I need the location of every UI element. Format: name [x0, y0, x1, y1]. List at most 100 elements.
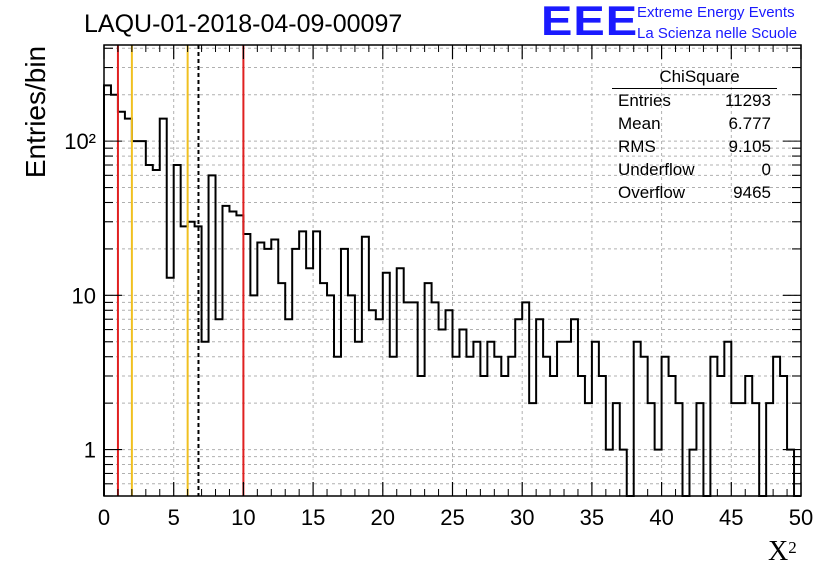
histogram-bin — [662, 357, 669, 496]
histogram-bin — [383, 273, 390, 496]
stats-label: Entries — [618, 91, 671, 110]
histogram-bin — [348, 295, 355, 496]
stats-value: 0 — [761, 160, 771, 179]
histogram-bin — [139, 141, 146, 496]
histogram-bin — [118, 112, 125, 496]
chart-title: LAQU-01-2018-04-09-00097 — [84, 10, 403, 38]
histogram-bin — [571, 319, 578, 496]
histogram-outline — [103, 84, 801, 497]
histogram-bin — [515, 319, 522, 496]
x-tick-label: 50 — [789, 505, 813, 530]
histogram-bin — [641, 357, 648, 496]
stats-value: 9465 — [733, 183, 771, 202]
y-tick-label: 1 — [84, 438, 96, 463]
histogram-bin — [773, 357, 780, 496]
x-tick-label: 30 — [510, 505, 534, 530]
histogram-bin — [745, 376, 752, 496]
stats-title: ChiSquare — [659, 67, 740, 86]
stats-row-overflow: Overflow 9465 — [612, 181, 777, 204]
histogram-bin — [146, 165, 153, 496]
histogram-bin — [578, 376, 585, 496]
stats-box: ChiSquare Entries 11293 Mean 6.777 RMS 9… — [612, 66, 777, 204]
histogram-bin — [376, 319, 383, 496]
histogram-bin — [341, 249, 348, 496]
histogram-bin — [222, 206, 229, 496]
histogram-bin — [174, 165, 181, 496]
stats-label: Mean — [618, 114, 661, 133]
histogram-bin — [439, 330, 446, 496]
histogram-bin — [411, 302, 418, 496]
histogram-bin — [780, 376, 787, 496]
histogram-bin — [404, 302, 411, 496]
histogram-bin — [257, 243, 264, 496]
histogram-bin — [264, 249, 271, 496]
x-axis-label: X2 — [768, 536, 797, 567]
logo-line-2: La Scienza nelle Scuole — [637, 25, 798, 42]
histogram-bin — [550, 376, 557, 496]
histogram-bin — [634, 342, 641, 496]
histogram-bin — [229, 211, 236, 496]
histogram-bin — [327, 295, 334, 496]
x-tick-label: 20 — [371, 505, 395, 530]
stats-value: 9.105 — [728, 137, 771, 156]
x-tick-label: 10 — [231, 505, 255, 530]
stats-row-entries: Entries 11293 — [612, 89, 777, 112]
histogram-bin — [292, 249, 299, 496]
stats-label: Underflow — [618, 160, 695, 179]
histogram-bin — [508, 357, 515, 496]
histogram-bin — [717, 376, 724, 496]
y-tick-label: 10 — [72, 283, 96, 308]
histogram-bin — [501, 376, 508, 496]
histogram-bin — [480, 376, 487, 496]
histogram-bin — [522, 302, 529, 496]
x-tick-label: 40 — [649, 505, 673, 530]
histogram-bin — [418, 376, 425, 496]
x-tick-label: 35 — [580, 505, 604, 530]
histogram-bin — [216, 319, 223, 496]
histogram-bin — [236, 215, 243, 496]
histogram-bin — [710, 357, 717, 496]
stats-label: RMS — [618, 137, 656, 156]
eee-logo: EEE — [541, 0, 639, 44]
histogram-bin — [536, 319, 543, 496]
histogram-bin — [543, 357, 550, 496]
histogram-bin — [181, 226, 188, 496]
stats-row-mean: Mean 6.777 — [612, 112, 777, 135]
histogram-bin — [132, 141, 139, 496]
histogram-bin — [453, 357, 460, 496]
histogram-bin — [487, 342, 494, 496]
histogram-bin — [557, 342, 564, 496]
stats-label: Overflow — [618, 183, 686, 202]
histogram-bin — [250, 295, 257, 496]
histogram-bin — [209, 175, 216, 496]
x-tick-label: 0 — [98, 505, 110, 530]
logo-line-1: Extreme Energy Events — [637, 4, 795, 21]
histogram-bin — [355, 342, 362, 496]
stats-divider — [612, 88, 777, 89]
stats-row-rms: RMS 9.105 — [612, 135, 777, 158]
x-tick-label: 45 — [719, 505, 743, 530]
histogram-bin — [104, 85, 111, 496]
histogram-bin — [188, 222, 195, 496]
histogram-bin — [153, 170, 160, 496]
stats-value: 6.777 — [728, 114, 771, 133]
histogram-bin — [564, 342, 571, 496]
x-tick-label: 15 — [301, 505, 325, 530]
histogram-bin — [599, 376, 606, 496]
histogram-bin — [271, 240, 278, 496]
histogram-bin — [494, 357, 501, 496]
histogram-bin — [390, 357, 397, 496]
y-tick-label: 10² — [64, 129, 96, 154]
histogram-bin — [466, 357, 473, 496]
histogram-bin — [724, 342, 731, 496]
y-axis-label: Entries/bin — [20, 45, 51, 179]
histogram-bin — [669, 376, 676, 496]
histogram-bin — [592, 342, 599, 496]
x-tick-label: 25 — [440, 505, 464, 530]
histogram-bin — [334, 357, 341, 496]
histogram-bin — [459, 330, 466, 496]
stats-value: 11293 — [724, 91, 771, 110]
histogram-bin — [432, 302, 439, 496]
x-tick-label: 5 — [168, 505, 180, 530]
